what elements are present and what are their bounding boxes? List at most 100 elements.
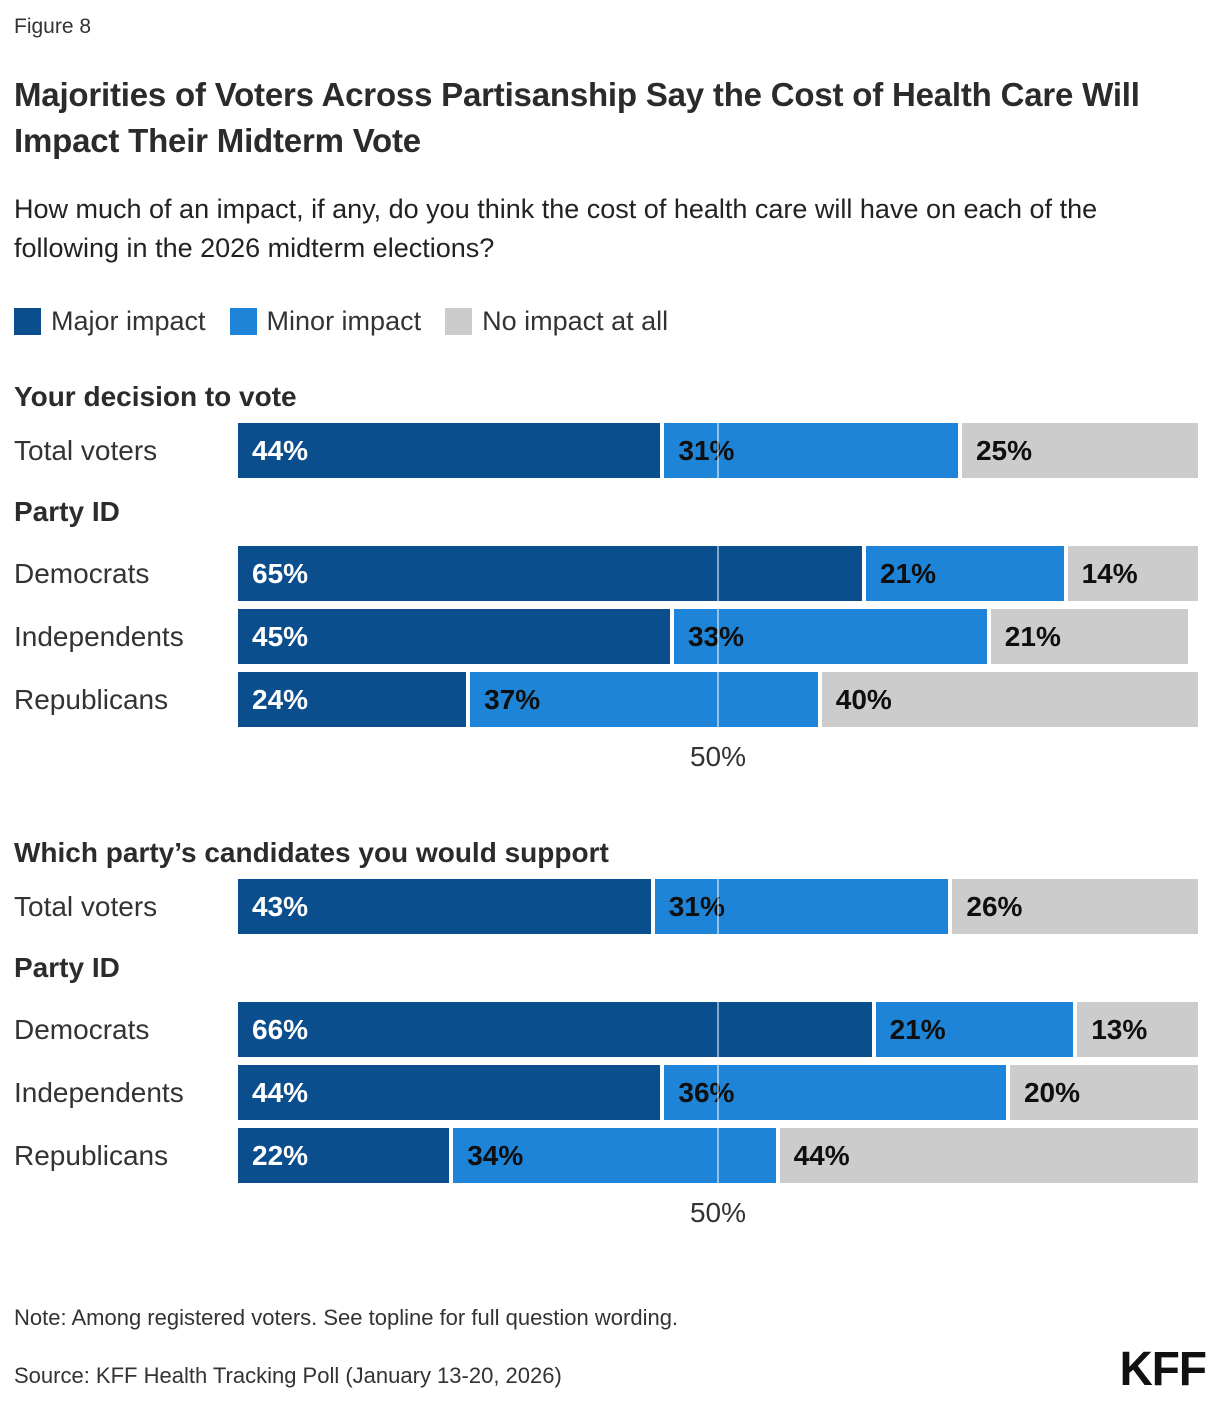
segment-value-label: 13% — [1091, 1013, 1148, 1045]
axis-tick-label: 50% — [689, 1197, 747, 1228]
group-subheader: Party ID — [14, 496, 120, 527]
segment-major-impact: 22% — [238, 1128, 450, 1183]
bar-row-independents: Independents 44% 36% 20% — [14, 1065, 1206, 1120]
segment-value-label: 25% — [975, 434, 1033, 466]
segment-minor-impact: 36% — [660, 1065, 1006, 1120]
footer-note: Note: Among registered voters. See topli… — [14, 1305, 679, 1330]
bar-row-total-voters: Total voters 43% 31% 26% — [14, 879, 1206, 934]
segment-value-label: 66% — [252, 1013, 309, 1045]
segment-minor-impact: 21% — [862, 546, 1064, 601]
segment-value-label: 43% — [252, 890, 309, 922]
segment-value-label: 44% — [252, 434, 309, 466]
footer-source: Source: KFF Health Tracking Poll (Januar… — [14, 1363, 562, 1388]
row-label: Democrats — [14, 1013, 150, 1045]
bar-rows: Total voters 43% 31% 26% Party ID Democrats 66… — [14, 879, 1206, 1183]
segment-major-impact: 24% — [238, 672, 467, 727]
chart-title: Majorities of Voters Across Partisanship… — [14, 76, 1140, 159]
segment-minor-impact: 31% — [650, 879, 949, 934]
segment-value-label: 34% — [467, 1139, 524, 1171]
segment-value-label: 40% — [835, 683, 892, 715]
segment-minor-impact: 37% — [466, 672, 818, 727]
bar-row-independents: Independents 45% 33% 21% — [14, 609, 1206, 664]
stacked-bar: 65% 21% 14% — [238, 546, 1198, 601]
bar-row-total-voters: Total voters 44% 31% 25% — [14, 423, 1206, 478]
segment-minor-impact: 31% — [660, 423, 958, 478]
row-label: Republicans — [14, 683, 169, 715]
stacked-bar: 24% 37% 40% — [238, 672, 1198, 727]
legend: Major impact Minor impact No impact at all — [14, 306, 1206, 337]
row-label: Republicans — [14, 1139, 169, 1171]
axis-tick-label: 50% — [689, 741, 747, 772]
row-label: Total voters — [14, 434, 158, 466]
segment-minor-impact: 34% — [449, 1128, 776, 1183]
legend-label: Major impact — [51, 306, 206, 336]
stacked-bar: 22% 34% 44% — [238, 1128, 1198, 1183]
chart-section-your-decision-to-vote: Your decision to vote Total voters 44% 31% 2… — [14, 379, 1206, 775]
segment-value-label: 21% — [1004, 620, 1061, 652]
segment-value-label: 31% — [668, 890, 725, 922]
stacked-bar: 43% 31% 26% — [238, 879, 1198, 934]
segment-major-impact: 43% — [238, 879, 651, 934]
segment-value-label: 65% — [252, 557, 309, 589]
row-label: Independents — [14, 620, 184, 652]
charts-container: Your decision to vote Total voters 44% 31% 2… — [14, 379, 1206, 1231]
segment-minor-impact: 33% — [670, 609, 987, 664]
segment-minor-impact: 21% — [871, 1002, 1074, 1057]
legend-swatch-minor-impact — [229, 308, 257, 335]
bar-rows: Total voters 44% 31% 25% Party ID Democrats 65… — [14, 423, 1206, 727]
legend-swatch-major-impact — [14, 308, 41, 335]
segment-no-impact-at-all: 20% — [1005, 1065, 1198, 1120]
segment-major-impact: 44% — [238, 1065, 661, 1120]
figure-label: Figure 8 — [14, 15, 92, 38]
legend-item-minor-impact: Minor impact — [229, 306, 422, 337]
segment-value-label: 33% — [688, 620, 745, 652]
segment-value-label: 21% — [889, 1013, 946, 1045]
segment-major-impact: 44% — [238, 423, 661, 478]
group-subheader: Party ID — [14, 952, 120, 983]
legend-item-no-impact-at-all: No impact at all — [445, 306, 668, 337]
segment-value-label: 26% — [966, 890, 1023, 922]
legend-item-major-impact: Major impact — [14, 306, 206, 337]
source-row: Source: KFF Health Tracking Poll (Januar… — [14, 1340, 1207, 1396]
bar-row-republicans: Republicans 22% 34% 44% — [14, 1128, 1206, 1183]
segment-value-label: 44% — [793, 1139, 850, 1171]
segment-no-impact-at-all: 26% — [948, 879, 1198, 934]
segment-value-label: 45% — [252, 620, 309, 652]
segment-value-label: 22% — [252, 1139, 309, 1171]
segment-no-impact-at-all: 40% — [817, 672, 1198, 727]
segment-no-impact-at-all: 25% — [957, 423, 1198, 478]
segment-no-impact-at-all: 14% — [1063, 546, 1198, 601]
segment-value-label: 20% — [1023, 1076, 1081, 1108]
legend-label: Minor impact — [266, 306, 422, 336]
chart-section-which-party-s-candidates-you-would-support: Which party’s candidates you would suppo… — [14, 835, 1206, 1231]
row-label: Democrats — [14, 557, 150, 589]
segment-no-impact-at-all: 21% — [986, 609, 1189, 664]
segment-value-label: 14% — [1081, 557, 1138, 589]
stacked-bar: 44% 31% 25% — [238, 423, 1198, 478]
bar-row-republicans: Republicans 24% 37% 40% — [14, 672, 1206, 727]
row-label: Total voters — [14, 890, 158, 922]
segment-no-impact-at-all: 13% — [1073, 1002, 1198, 1057]
legend-label: No impact at all — [482, 306, 669, 336]
bar-row-democrats: Democrats 66% 21% 13% — [14, 1002, 1206, 1057]
x-axis: 50% — [238, 1195, 1198, 1231]
segment-value-label: 37% — [484, 683, 541, 715]
legend-swatch-no-impact-at-all — [445, 308, 473, 335]
segment-major-impact: 65% — [238, 546, 862, 601]
section-title: Which party’s candidates you would suppo… — [14, 837, 609, 868]
stacked-bar: 44% 36% 20% — [238, 1065, 1198, 1120]
x-axis: 50% — [238, 739, 1198, 775]
row-label: Independents — [14, 1076, 184, 1108]
kff-logo: KFF — [1119, 1340, 1207, 1396]
segment-major-impact: 45% — [238, 609, 670, 664]
segment-value-label: 21% — [880, 557, 937, 589]
segment-value-label: 31% — [678, 434, 735, 466]
segment-no-impact-at-all: 44% — [775, 1128, 1198, 1183]
section-title: Your decision to vote — [14, 381, 297, 412]
segment-value-label: 24% — [252, 683, 309, 715]
segment-major-impact: 66% — [238, 1002, 872, 1057]
segment-value-label: 44% — [252, 1076, 309, 1108]
stacked-bar: 66% 21% 13% — [238, 1002, 1198, 1057]
chart-subtitle: How much of an impact, if any, do you th… — [14, 194, 1098, 263]
